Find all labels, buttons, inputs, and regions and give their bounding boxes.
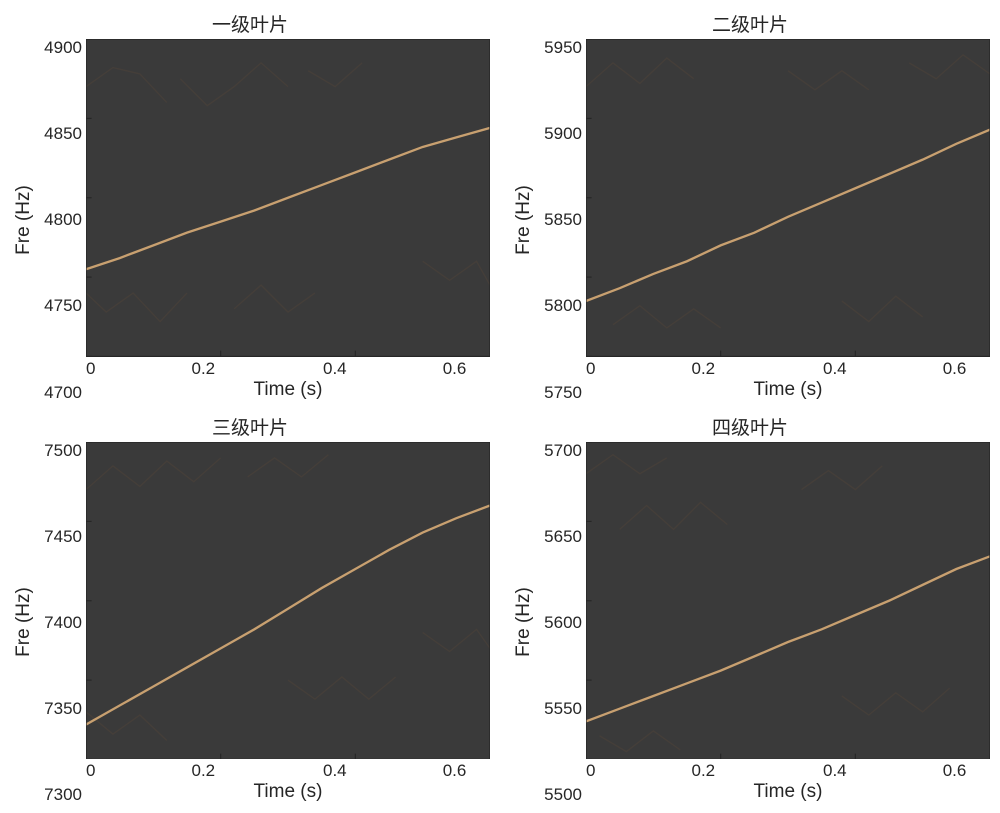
xtick: 0.2: [192, 360, 216, 377]
x-axis-label: Time (s): [86, 781, 490, 803]
plot-col: 0 0.2 0.4 0.6 Time (s): [586, 39, 990, 401]
ytick: 4800: [44, 211, 82, 228]
chart-title: 四级叶片: [712, 413, 788, 440]
chart-title: 一级叶片: [212, 10, 288, 37]
ytick: 5600: [544, 614, 582, 631]
yticks-col: 5700 5650 5600 5550 5500: [538, 442, 586, 804]
ylabel-col: Fre (Hz): [510, 442, 538, 804]
plot-col: 0 0.2 0.4 0.6 Time (s): [86, 442, 490, 804]
xtick: 0.4: [823, 360, 847, 377]
xticks-row: 0 0.2 0.4 0.6: [586, 759, 990, 779]
ytick: 5900: [544, 125, 582, 142]
ytick: 7350: [44, 700, 82, 717]
xtick: 0.6: [943, 762, 967, 779]
xtick: 0.2: [692, 360, 716, 377]
ytick: 4850: [44, 125, 82, 142]
y-axis-label: Fre (Hz): [513, 587, 535, 657]
y-axis-label: Fre (Hz): [13, 587, 35, 657]
ytick: 7300: [44, 786, 82, 803]
yticks-col: 4900 4850 4800 4750 4700: [38, 39, 86, 401]
ylabel-col: Fre (Hz): [510, 39, 538, 401]
x-axis-label: Time (s): [586, 781, 990, 803]
xtick: 0.2: [192, 762, 216, 779]
plot-area: [586, 39, 990, 357]
ytick: 5700: [544, 442, 582, 459]
yticks-col: 7500 7450 7400 7350 7300: [38, 442, 86, 804]
spectrogram-svg: [86, 39, 490, 357]
ytick: 5800: [544, 297, 582, 314]
ytick: 5950: [544, 39, 582, 56]
x-axis-label: Time (s): [86, 379, 490, 401]
ytick: 5750: [544, 384, 582, 401]
plot-col: 0 0.2 0.4 0.6 Time (s): [86, 39, 490, 401]
spectrogram-svg: [86, 442, 490, 760]
plot-area: [86, 442, 490, 760]
ylabel-col: Fre (Hz): [10, 442, 38, 804]
chart-grid: 一级叶片 Fre (Hz) 4900 4850 4800 4750 4700: [10, 10, 990, 803]
xticks-row: 0 0.2 0.4 0.6: [86, 759, 490, 779]
ytick: 4750: [44, 297, 82, 314]
chart-body: Fre (Hz) 7500 7450 7400 7350 7300 0 0.2 0.4 0.6…: [10, 442, 490, 804]
ytick: 4700: [44, 384, 82, 401]
chart-title: 二级叶片: [712, 10, 788, 37]
ytick: 5500: [544, 786, 582, 803]
ytick: 7500: [44, 442, 82, 459]
xtick: 0.6: [443, 360, 467, 377]
spectrogram-svg: [586, 39, 990, 357]
spectrogram-svg: [586, 442, 990, 760]
xtick: 0.6: [443, 762, 467, 779]
ytick: 7450: [44, 528, 82, 545]
ytick: 5850: [544, 211, 582, 228]
plot-col: 0 0.2 0.4 0.6 Time (s): [586, 442, 990, 804]
y-axis-label: Fre (Hz): [13, 185, 35, 255]
xtick: 0.4: [323, 360, 347, 377]
ytick: 5650: [544, 528, 582, 545]
ytick: 7400: [44, 614, 82, 631]
chart-body: Fre (Hz) 5700 5650 5600 5550 5500 0 0.2 0.4 0.6…: [510, 442, 990, 804]
yticks-col: 5950 5900 5850 5800 5750: [538, 39, 586, 401]
chart-panel-0: 一级叶片 Fre (Hz) 4900 4850 4800 4750 4700: [10, 10, 490, 401]
xtick: 0.4: [823, 762, 847, 779]
chart-title: 三级叶片: [212, 413, 288, 440]
xtick: 0.6: [943, 360, 967, 377]
x-axis-label: Time (s): [586, 379, 990, 401]
chart-body: Fre (Hz) 4900 4850 4800 4750 4700 0 0.2 0.4 0.6…: [10, 39, 490, 401]
chart-body: Fre (Hz) 5950 5900 5850 5800 5750 0 0.2 0.4 0.6…: [510, 39, 990, 401]
chart-panel-3: 四级叶片 Fre (Hz) 5700 5650 5600 5550 5500: [510, 413, 990, 804]
chart-panel-2: 三级叶片 Fre (Hz) 7500 7450 7400 7350 7300: [10, 413, 490, 804]
ylabel-col: Fre (Hz): [10, 39, 38, 401]
y-axis-label: Fre (Hz): [513, 185, 535, 255]
ytick: 5550: [544, 700, 582, 717]
plot-area: [86, 39, 490, 357]
xtick: 0: [586, 360, 595, 377]
xtick: 0.2: [692, 762, 716, 779]
xticks-row: 0 0.2 0.4 0.6: [86, 357, 490, 377]
xtick: 0: [586, 762, 595, 779]
chart-panel-1: 二级叶片 Fre (Hz) 5950 5900 5850 5800 5750: [510, 10, 990, 401]
ytick: 4900: [44, 39, 82, 56]
xtick: 0: [86, 360, 95, 377]
xticks-row: 0 0.2 0.4 0.6: [586, 357, 990, 377]
xtick: 0: [86, 762, 95, 779]
xtick: 0.4: [323, 762, 347, 779]
plot-area: [586, 442, 990, 760]
